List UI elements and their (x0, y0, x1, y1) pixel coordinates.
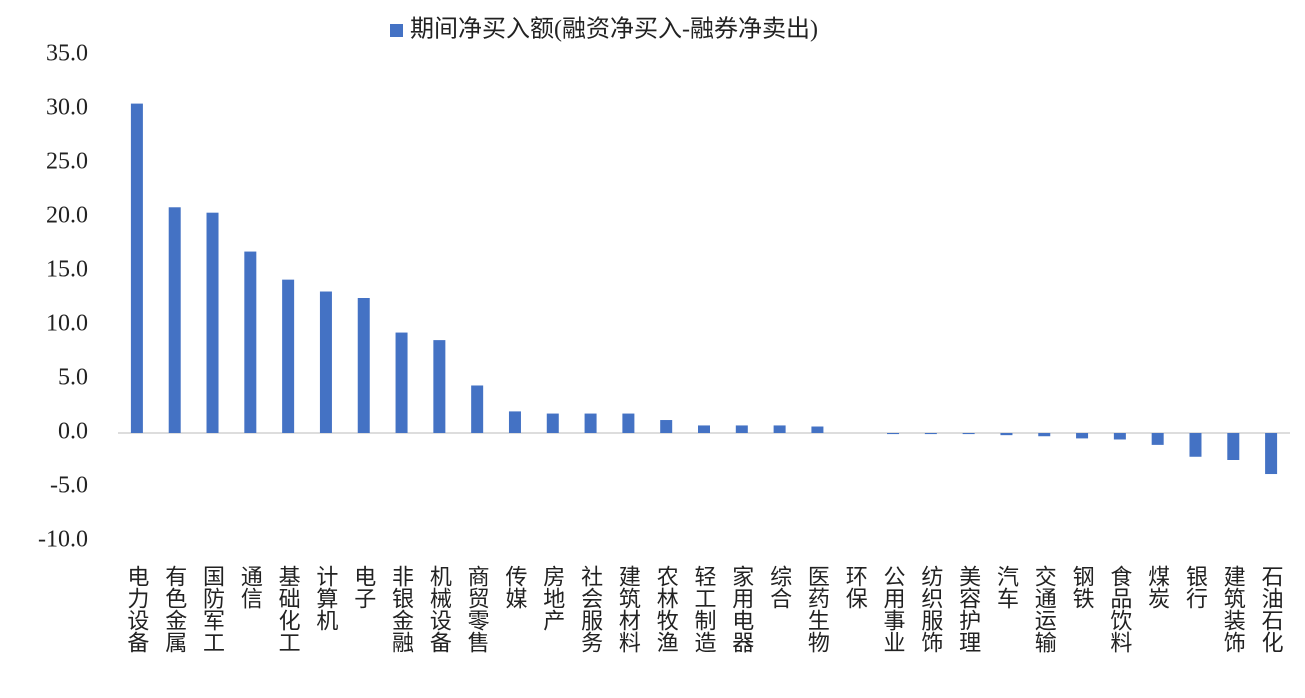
x-tick-label: 基础化工 (276, 565, 301, 653)
y-tick-label: 35.0 (46, 41, 88, 67)
bar (357, 298, 370, 433)
x-tick-label: 传媒 (502, 565, 527, 609)
y-tick-label: -10.0 (38, 527, 88, 553)
x-tick-label: 钢铁 (1070, 565, 1095, 609)
bar (584, 413, 597, 433)
bar (130, 103, 143, 433)
x-tick-label: 汽车 (994, 565, 1019, 609)
bar (319, 291, 332, 433)
bar (395, 332, 408, 433)
bar (1265, 433, 1278, 475)
y-tick-label: 30.0 (46, 95, 88, 121)
bar (244, 251, 257, 433)
x-tick-label: 煤炭 (1145, 565, 1170, 609)
x-tick-label: 非银金融 (389, 565, 414, 653)
bar (773, 425, 786, 433)
y-tick-label: 10.0 (46, 311, 88, 337)
y-tick-label: 0.0 (58, 419, 88, 445)
x-tick-label: 机械设备 (427, 565, 452, 653)
legend-label: 期间净买入额(融资净买入-融券净卖出) (410, 16, 818, 43)
bar (206, 212, 219, 433)
bar (1000, 433, 1013, 436)
x-tick-label: 商贸零售 (465, 565, 490, 653)
x-tick-label: 社会服务 (578, 565, 603, 653)
bar (433, 340, 446, 433)
bar (962, 433, 975, 435)
x-tick-label: 医药生物 (805, 565, 830, 653)
x-tick-label: 轻工制造 (692, 565, 717, 653)
bar (924, 433, 937, 435)
bar (811, 426, 824, 433)
bar (282, 279, 295, 433)
x-tick-label: 电力设备 (124, 565, 149, 653)
x-tick-label: 有色金属 (162, 565, 187, 653)
x-tick-label: 通信 (238, 565, 263, 609)
bar (698, 425, 710, 433)
bar (471, 385, 484, 433)
x-tick-label: 电子 (351, 565, 376, 609)
bar (1038, 433, 1051, 437)
x-tick-label: 计算机 (313, 565, 338, 631)
x-tick-label: 交通运输 (1032, 565, 1057, 653)
x-tick-label: 国防军工 (200, 565, 225, 653)
bar (168, 207, 181, 433)
x-tick-label: 石油石化 (1259, 565, 1284, 653)
bar (622, 413, 635, 433)
y-tick-label: 25.0 (46, 149, 88, 175)
y-tick-label: -5.0 (50, 473, 88, 499)
x-tick-label: 农林牧渔 (654, 565, 679, 653)
bar (1151, 433, 1164, 445)
bar (1227, 433, 1240, 460)
y-tick-label: 20.0 (46, 203, 88, 229)
x-tick-label: 房地产 (540, 565, 565, 631)
bar (660, 420, 673, 433)
x-tick-label: 纺织服饰 (918, 565, 943, 653)
x-tick-label: 综合 (767, 565, 792, 609)
y-tick-label: 5.0 (58, 365, 88, 391)
x-tick-label: 家用电器 (729, 565, 754, 653)
bar (735, 425, 748, 433)
bar (887, 433, 900, 435)
x-tick-label: 建筑材料 (616, 565, 641, 653)
x-tick-label: 美容护理 (956, 565, 981, 653)
bar (508, 411, 521, 433)
x-tick-label: 银行 (1183, 565, 1208, 609)
legend-swatch (390, 24, 403, 37)
bar (1076, 433, 1089, 439)
x-tick-label: 食品饮料 (1107, 565, 1132, 653)
x-tick-label: 公用事业 (881, 565, 906, 653)
bar (1189, 433, 1202, 457)
x-tick-label: 环保 (843, 565, 868, 609)
bar (1113, 433, 1126, 440)
y-tick-label: 15.0 (46, 257, 88, 283)
x-tick-label: 建筑装饰 (1221, 565, 1246, 653)
bar (546, 413, 559, 433)
